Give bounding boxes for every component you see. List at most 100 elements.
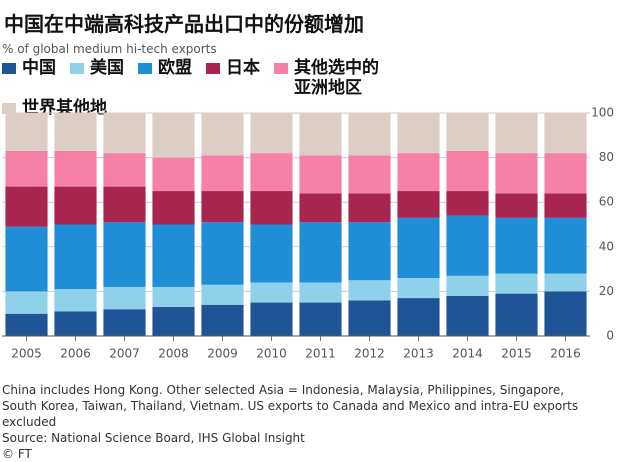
bar-segment <box>54 224 97 290</box>
bar-segment <box>5 113 48 151</box>
bar-segment <box>152 224 195 287</box>
bar-segment <box>250 224 293 283</box>
legend-label: 中国 <box>22 58 56 78</box>
bar-segment <box>544 217 587 274</box>
bar-segment <box>201 222 244 285</box>
legend-item: 其他选中的亚洲地区 <box>274 58 384 98</box>
bar-segment <box>5 226 48 292</box>
bar-segment <box>201 113 244 156</box>
bar-segment <box>250 282 293 303</box>
bar-segment <box>299 222 342 283</box>
bar-segment <box>250 191 293 225</box>
legend-item: 中国 <box>2 58 56 78</box>
x-tick-label: 2011 <box>305 347 336 361</box>
bar-segment <box>299 155 342 194</box>
x-tick-label: 2014 <box>452 347 483 361</box>
bar-segment <box>5 186 48 227</box>
x-tick-label: 2015 <box>501 347 532 361</box>
bar-segment <box>299 282 342 303</box>
bar-segment <box>250 153 293 192</box>
bar-segment <box>544 193 587 218</box>
legend-swatch <box>70 63 84 74</box>
legend-label: 日本 <box>226 58 260 78</box>
bar-segment <box>103 113 146 154</box>
bar-segment <box>446 191 489 216</box>
legend-item: 美国 <box>70 58 124 78</box>
bar-segment <box>152 286 195 308</box>
x-tick-label: 2008 <box>158 347 189 361</box>
legend-label: 欧盟 <box>158 58 192 78</box>
x-tick-label: 2007 <box>109 347 140 361</box>
legend-swatch <box>2 63 16 74</box>
x-tick-label: 2010 <box>256 347 287 361</box>
bar-segment <box>397 153 440 192</box>
bar-segment <box>103 153 146 187</box>
bar-segment <box>299 302 342 336</box>
bar-segment <box>495 113 538 154</box>
bar-segment <box>446 275 489 296</box>
bar-segment <box>250 302 293 336</box>
y-tick-label: 60 <box>599 195 614 209</box>
bar-segment <box>5 313 48 336</box>
bar-segment <box>544 273 587 292</box>
legend-swatch <box>206 63 220 74</box>
page: 中国在中端高科技产品出口中的份额增加 % of global medium hi… <box>2 12 614 461</box>
bar-segment <box>446 295 489 336</box>
y-tick-label: 40 <box>599 239 614 253</box>
bar-segment <box>446 113 489 151</box>
y-tick-label: 20 <box>599 284 614 298</box>
bar-segment <box>299 193 342 223</box>
x-tick-label: 2005 <box>11 347 42 361</box>
bar-segment <box>152 191 195 225</box>
chart-title: 中国在中端高科技产品出口中的份额增加 <box>4 12 364 36</box>
bar-segment <box>348 155 391 194</box>
bar-segment <box>152 157 195 192</box>
bar-segment <box>103 222 146 287</box>
bar-segment <box>397 217 440 279</box>
x-tick-label: 2009 <box>207 347 238 361</box>
legend-swatch <box>138 63 152 74</box>
legend-label: 其他选中的亚洲地区 <box>294 58 379 98</box>
source: Source: National Science Board, IHS Glob… <box>2 431 305 445</box>
bar-segment <box>495 217 538 274</box>
y-tick-label: 100 <box>591 106 614 120</box>
bar-segment <box>103 286 146 310</box>
x-tick-label: 2006 <box>60 347 91 361</box>
bar-segment <box>54 186 97 225</box>
bar-segment <box>201 304 244 336</box>
bar-segment <box>201 191 244 223</box>
bar-segment <box>152 113 195 158</box>
bar-segment <box>544 153 587 194</box>
bar-segment <box>152 307 195 336</box>
bar-segment <box>250 113 293 154</box>
bar-segment <box>201 284 244 305</box>
bar-segment <box>5 150 48 187</box>
bar-segment <box>348 300 391 336</box>
notes: China includes Hong Kong. Other selected… <box>2 382 602 462</box>
bar-segment <box>495 193 538 218</box>
bar-segment <box>54 311 97 336</box>
credit: © FT <box>2 447 32 461</box>
bar-segment <box>348 222 391 281</box>
bar-segment <box>397 298 440 336</box>
bar-segment <box>446 215 489 276</box>
bar-segment <box>495 153 538 194</box>
bar-segment <box>54 113 97 151</box>
bar-segment <box>348 193 391 223</box>
y-tick-label: 80 <box>599 150 614 164</box>
bar-segment <box>544 291 587 336</box>
chart-subtitle: % of global medium hi-tech exports <box>2 42 217 56</box>
note: China includes Hong Kong. Other selected… <box>2 383 579 429</box>
bar-segment <box>446 150 489 192</box>
bar-segment <box>495 273 538 294</box>
legend-label: 美国 <box>90 58 124 78</box>
bar-segment <box>201 155 244 192</box>
legend-item: 日本 <box>206 58 260 78</box>
bar-segment <box>397 278 440 299</box>
bar-segment <box>397 113 440 154</box>
bar-segment <box>544 113 587 154</box>
x-tick-label: 2013 <box>403 347 434 361</box>
x-tick-label: 2016 <box>550 347 581 361</box>
bar-segment <box>103 309 146 336</box>
bar-segment <box>5 291 48 314</box>
